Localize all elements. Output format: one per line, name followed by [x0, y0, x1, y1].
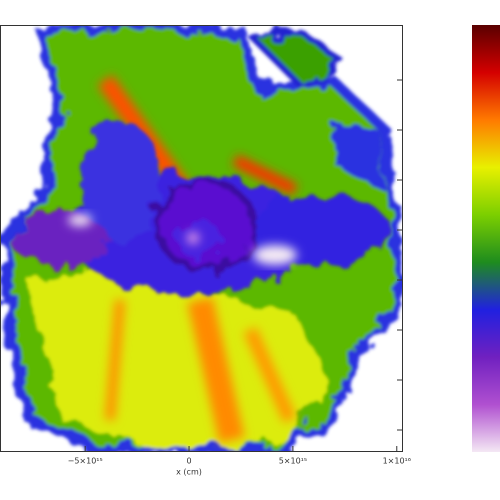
x-tick-label: 0	[186, 457, 191, 466]
minor-ticks	[397, 79, 403, 431]
x-tick-label: −5×10¹⁵	[68, 457, 103, 466]
plot-frame	[0, 25, 403, 452]
colorbar	[472, 25, 500, 452]
x-tick-label: 5×10¹⁵	[279, 457, 307, 466]
x-tick-label: 1×10¹⁶	[383, 457, 411, 466]
simulation-image	[0, 25, 403, 452]
x-axis-label: x (cm)	[176, 468, 202, 477]
